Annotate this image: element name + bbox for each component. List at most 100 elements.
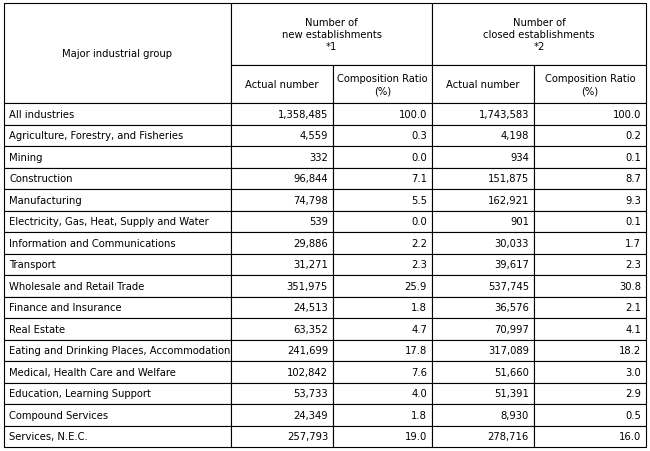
Text: 4,559: 4,559 — [300, 131, 328, 141]
Text: Construction: Construction — [9, 174, 73, 184]
Text: 278,716: 278,716 — [488, 431, 529, 441]
Text: Medical, Health Care and Welfare: Medical, Health Care and Welfare — [9, 367, 176, 377]
Text: 1,358,485: 1,358,485 — [278, 110, 328, 120]
Bar — [333, 318, 432, 340]
Text: Mining: Mining — [9, 152, 42, 162]
Bar — [333, 426, 432, 447]
Text: 2.2: 2.2 — [411, 238, 427, 248]
Bar — [4, 168, 231, 189]
Text: 1.7: 1.7 — [625, 238, 641, 248]
Text: 537,745: 537,745 — [488, 281, 529, 291]
Bar — [333, 66, 432, 104]
Text: Transport: Transport — [9, 260, 56, 270]
Bar — [432, 276, 534, 297]
Bar — [4, 104, 231, 125]
Text: 53,733: 53,733 — [293, 388, 328, 398]
Bar — [333, 168, 432, 189]
Bar — [432, 340, 534, 361]
Bar — [4, 382, 231, 404]
Text: Composition Ratio
(%): Composition Ratio (%) — [337, 74, 428, 96]
Bar — [333, 232, 432, 254]
Bar — [432, 297, 534, 318]
Bar — [333, 211, 432, 232]
Bar — [231, 66, 333, 104]
Bar — [534, 232, 646, 254]
Text: 4.0: 4.0 — [411, 388, 427, 398]
Text: 4.1: 4.1 — [625, 324, 641, 334]
Text: 63,352: 63,352 — [293, 324, 328, 334]
Bar — [432, 382, 534, 404]
Bar — [231, 426, 333, 447]
Text: 934: 934 — [510, 152, 529, 162]
Text: 30,033: 30,033 — [495, 238, 529, 248]
Text: Eating and Drinking Places, Accommodation: Eating and Drinking Places, Accommodatio… — [9, 345, 230, 355]
Text: 17.8: 17.8 — [405, 345, 427, 355]
Bar — [4, 189, 231, 211]
Bar — [4, 404, 231, 426]
Bar — [432, 104, 534, 125]
Bar — [231, 211, 333, 232]
Text: All industries: All industries — [9, 110, 74, 120]
Text: 7.6: 7.6 — [411, 367, 427, 377]
Bar — [231, 125, 333, 147]
Bar — [534, 168, 646, 189]
Bar — [4, 254, 231, 276]
Text: 332: 332 — [309, 152, 328, 162]
Bar — [534, 297, 646, 318]
Bar — [231, 168, 333, 189]
Text: Education, Learning Support: Education, Learning Support — [9, 388, 151, 398]
Bar — [231, 318, 333, 340]
Text: Electricity, Gas, Heat, Supply and Water: Electricity, Gas, Heat, Supply and Water — [9, 217, 209, 227]
Text: 4,198: 4,198 — [500, 131, 529, 141]
Bar — [432, 254, 534, 276]
Bar — [231, 232, 333, 254]
Text: Information and Communications: Information and Communications — [9, 238, 176, 248]
Text: 36,576: 36,576 — [494, 303, 529, 313]
Bar — [231, 404, 333, 426]
Text: 162,921: 162,921 — [488, 195, 529, 205]
Text: 30.8: 30.8 — [619, 281, 641, 291]
Text: 102,842: 102,842 — [287, 367, 328, 377]
Bar — [4, 125, 231, 147]
Bar — [231, 276, 333, 297]
Text: Actual number: Actual number — [447, 80, 520, 90]
Text: 24,513: 24,513 — [293, 303, 328, 313]
Text: 317,089: 317,089 — [488, 345, 529, 355]
Bar — [231, 254, 333, 276]
Text: 96,844: 96,844 — [293, 174, 328, 184]
Bar — [432, 4, 646, 66]
Text: Number of
new establishments
*1: Number of new establishments *1 — [281, 18, 382, 52]
Bar — [534, 125, 646, 147]
Text: 351,975: 351,975 — [287, 281, 328, 291]
Text: 74,798: 74,798 — [293, 195, 328, 205]
Text: 539: 539 — [309, 217, 328, 227]
Text: Wholesale and Retail Trade: Wholesale and Retail Trade — [9, 281, 144, 291]
Bar — [231, 382, 333, 404]
Bar — [4, 340, 231, 361]
Text: 9.3: 9.3 — [625, 195, 641, 205]
Text: 2.1: 2.1 — [625, 303, 641, 313]
Bar — [432, 426, 534, 447]
Bar — [534, 189, 646, 211]
Bar — [432, 125, 534, 147]
Text: 151,875: 151,875 — [488, 174, 529, 184]
Bar — [333, 147, 432, 168]
Text: 1.8: 1.8 — [411, 303, 427, 313]
Bar — [534, 382, 646, 404]
Bar — [333, 382, 432, 404]
Bar — [432, 232, 534, 254]
Bar — [333, 254, 432, 276]
Text: 100.0: 100.0 — [398, 110, 427, 120]
Text: 8.7: 8.7 — [625, 174, 641, 184]
Text: 0.2: 0.2 — [625, 131, 641, 141]
Bar — [333, 404, 432, 426]
Bar — [432, 66, 534, 104]
Bar — [534, 426, 646, 447]
Bar — [231, 340, 333, 361]
Bar — [4, 361, 231, 382]
Bar — [534, 66, 646, 104]
Text: 29,886: 29,886 — [293, 238, 328, 248]
Bar — [534, 361, 646, 382]
Bar — [231, 4, 432, 66]
Bar — [231, 297, 333, 318]
